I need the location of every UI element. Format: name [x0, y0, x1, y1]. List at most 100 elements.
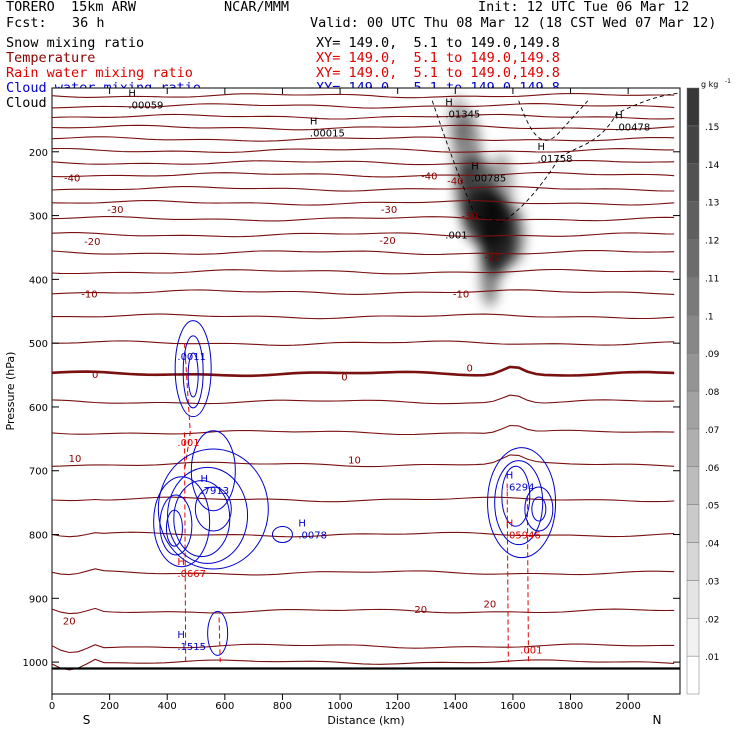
isotherm-line — [51, 531, 675, 538]
isotherm-label: 20 — [63, 617, 76, 628]
cloud-water-contour — [194, 486, 232, 532]
isotherm-label: -20 — [485, 252, 501, 263]
max-value-label: .1515 — [177, 642, 206, 653]
isotherm-line — [51, 113, 675, 120]
colorbar-tick-label: .15 — [705, 123, 719, 133]
max-marker: H — [615, 110, 623, 121]
isotherm-label: -30 — [381, 205, 397, 216]
max-value-label: .01345 — [445, 110, 480, 121]
isotherm-label: -30 — [462, 212, 478, 223]
colorbar-unit: g kg — [701, 80, 718, 89]
y-tick-label: 600 — [29, 403, 48, 414]
field-name: Temperature — [6, 50, 96, 66]
max-marker: H — [310, 117, 318, 128]
cloud-water-contour — [207, 610, 229, 656]
isotherm-label: -40 — [447, 176, 463, 187]
y-axis-title: Pressure (hPa) — [4, 352, 17, 431]
isotherm-label: -30 — [107, 205, 123, 216]
isotherm-label: 0 — [92, 370, 98, 381]
colorbar-tick-label: .1 — [705, 312, 714, 322]
isotherm-line — [51, 568, 675, 576]
cloud-water-contour — [271, 526, 293, 544]
cloud-water-contour — [157, 448, 269, 570]
colorbar-swatch — [686, 352, 700, 392]
isotherm-label: 10 — [69, 454, 82, 465]
max-value-label: .0078 — [298, 531, 327, 542]
colorbar-tick-label: .08 — [705, 388, 720, 398]
max-marker: H — [128, 89, 136, 100]
isotherm-label: 0 — [467, 363, 473, 374]
rain-contour — [184, 432, 187, 663]
y-tick-label: 900 — [29, 594, 48, 605]
isotherms — [51, 92, 675, 671]
colorbar-swatch — [686, 618, 700, 657]
max-value-label: .001 — [177, 438, 199, 449]
cloud-water-contour — [165, 509, 183, 547]
colorbar-tick-label: .04 — [705, 540, 720, 550]
isotherm-line — [51, 496, 675, 503]
isotherm-label: -20 — [84, 237, 100, 248]
x-tick-label: 1400 — [443, 701, 468, 712]
rain-contour — [526, 496, 529, 663]
max-value-label: .00059 — [128, 101, 163, 112]
cloud-water-contours — [153, 320, 557, 656]
field-name: Snow mixing ratio — [6, 35, 145, 51]
colorbar-swatch — [686, 428, 700, 467]
valid-time: Valid: 00 UTC Thu 08 Mar 12 (18 CST Wed … — [310, 15, 717, 31]
isotherm-line — [51, 147, 675, 153]
init-time: Init: 12 UTC Tue 06 Mar 12 — [478, 0, 690, 15]
colorbar-unit-exponent: -1 — [725, 78, 731, 85]
isotherm-line — [51, 313, 675, 320]
colorbar-tick-label: .09 — [705, 350, 720, 360]
max-marker: H — [506, 519, 514, 530]
isotherm-line — [51, 103, 675, 109]
isotherm-line — [51, 268, 675, 275]
max-value-label: .00015 — [310, 129, 345, 140]
max-value-label: .00478 — [615, 122, 650, 133]
center-title: NCAR/MMM — [224, 0, 290, 15]
colorbar-swatch — [686, 580, 700, 619]
model-title: TORERO 15km ARW — [6, 0, 137, 15]
north-label: N — [652, 713, 661, 727]
isotherm-line — [51, 136, 675, 142]
isotherm-line — [51, 658, 675, 671]
cloud-water-contour — [487, 447, 557, 559]
colorbar-tick-label: .01 — [705, 653, 719, 663]
colorbar-tick-label: .03 — [705, 577, 719, 587]
y-tick-label: 700 — [29, 467, 48, 478]
y-tick-label: 400 — [29, 275, 48, 286]
isotherm-line — [51, 159, 675, 166]
isotherm-line — [51, 199, 675, 206]
isotherm-line — [51, 249, 675, 256]
cloud-water-contour — [187, 352, 199, 398]
max-value-label: .0667 — [177, 569, 206, 580]
isotherm-label: 0 — [341, 372, 347, 383]
max-value-label: .6294 — [506, 483, 535, 494]
max-marker: H — [471, 161, 479, 172]
cloud-water-contour — [531, 496, 547, 522]
y-tick-label: 800 — [29, 531, 48, 542]
isotherm-label: -40 — [421, 171, 437, 182]
colorbar-tick-label: .14 — [705, 161, 720, 171]
max-value-label: .05946 — [506, 531, 541, 542]
snow-blob — [489, 153, 514, 214]
x-tick-label: 2000 — [615, 701, 640, 712]
colorbar-swatch — [686, 542, 700, 581]
max-value-label: .00785 — [471, 173, 506, 184]
x-tick-label: 1200 — [385, 701, 410, 712]
isotherm-line — [51, 454, 675, 468]
x-tick-label: 1800 — [558, 701, 583, 712]
cloud-water-contour — [501, 465, 531, 527]
colorbar-tick-label: .02 — [705, 615, 719, 625]
isotherm-line — [51, 643, 675, 654]
isotherm-line — [51, 394, 675, 405]
max-marker: H — [177, 630, 185, 641]
cloud-water-contour — [524, 486, 554, 532]
x-tick-label: 1600 — [500, 701, 525, 712]
forecast-hours: 36 h — [72, 15, 105, 31]
max-value-label: .001 — [445, 231, 467, 242]
snow-blob — [448, 95, 469, 144]
isotherm-label: -40 — [64, 173, 80, 184]
isotherm-line — [51, 171, 675, 178]
